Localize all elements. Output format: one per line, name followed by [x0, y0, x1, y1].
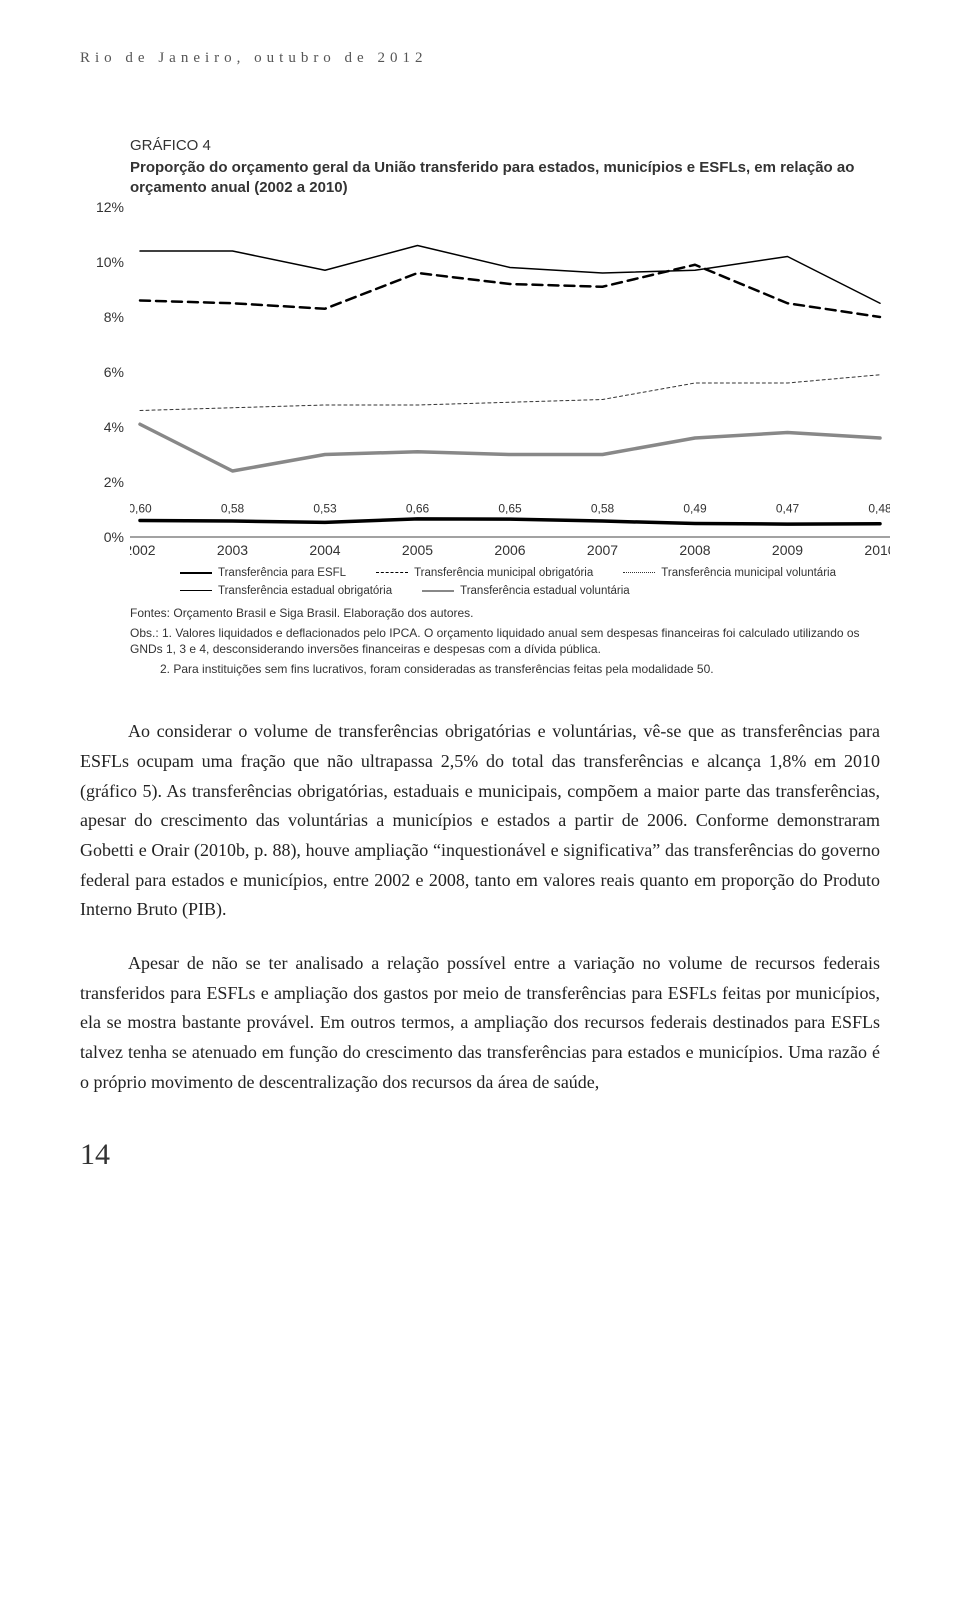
legend-item: Transferência para ESFL	[180, 567, 346, 579]
value-label: 0,60	[130, 501, 152, 515]
value-label: 0,53	[313, 501, 337, 515]
series-line	[140, 518, 880, 523]
x-tick-label: 2007	[587, 542, 618, 558]
legend-label: Transferência estadual obrigatória	[218, 585, 392, 597]
x-tick-label: 2005	[402, 542, 433, 558]
legend-swatch	[180, 572, 212, 574]
series-line	[140, 264, 880, 316]
legend-label: Transferência municipal obrigatória	[414, 567, 593, 579]
chart-container: GRÁFICO 4 Proporção do orçamento geral d…	[130, 137, 880, 597]
x-tick-label: 2006	[494, 542, 525, 558]
value-label: 0,47	[776, 501, 800, 515]
plot-wrap: 0%2%4%6%8%10%12% 0,600,580,530,660,650,5…	[130, 207, 880, 561]
chart-title: Proporção do orçamento geral da União tr…	[130, 158, 880, 199]
legend-label: Transferência estadual voluntária	[460, 585, 630, 597]
y-tick-label: 6%	[104, 364, 124, 380]
value-label: 0,65	[498, 501, 522, 515]
y-tick-label: 2%	[104, 474, 124, 490]
legend-item: Transferência estadual obrigatória	[180, 585, 392, 597]
header-date: Rio de Janeiro, outubro de 2012	[80, 50, 880, 67]
y-tick-label: 4%	[104, 419, 124, 435]
chart-legend: Transferência para ESFL Transferência mun…	[180, 567, 880, 597]
legend-item: Transferência municipal voluntária	[623, 567, 836, 579]
x-tick-label: 2002	[130, 542, 156, 558]
legend-item: Transferência estadual voluntária	[422, 585, 630, 597]
chart-footnotes: Fontes: Orçamento Brasil e Siga Brasil. …	[130, 605, 880, 678]
obs1-text: Obs.: 1. Valores liquidados e deflaciona…	[130, 625, 880, 657]
line-chart: 0,60 0,58 0,53 0,66 0,65 0,58 0,49 0,47 0,48 2002…	[130, 207, 890, 561]
x-tick-label: 2003	[217, 542, 248, 558]
legend-label: Transferência municipal voluntária	[661, 567, 836, 579]
x-tick-label: 2008	[679, 542, 710, 558]
legend-swatch	[180, 590, 212, 591]
page-number: 14	[80, 1138, 880, 1172]
y-axis-ticks: 0%2%4%6%8%10%12%	[88, 207, 128, 537]
x-tick-label: 2004	[309, 542, 340, 558]
value-label: 0,48	[868, 501, 890, 515]
legend-swatch	[376, 572, 408, 573]
obs2-text: 2. Para instituições sem fins lucrativos…	[160, 661, 880, 677]
value-label: 0,66	[406, 501, 430, 515]
value-label: 0,49	[683, 501, 707, 515]
sources-text: Fontes: Orçamento Brasil e Siga Brasil. …	[130, 605, 880, 621]
legend-item: Transferência municipal obrigatória	[376, 567, 593, 579]
y-tick-label: 12%	[96, 199, 124, 215]
legend-swatch	[422, 590, 454, 592]
legend-label: Transferência para ESFL	[218, 567, 346, 579]
series-line	[140, 374, 880, 410]
x-tick-label: 2010	[864, 542, 890, 558]
y-tick-label: 10%	[96, 254, 124, 270]
value-label: 0,58	[591, 501, 615, 515]
paragraph-2: Apesar de não se ter analisado a relação…	[80, 949, 880, 1097]
chart-label: GRÁFICO 4	[130, 137, 880, 154]
series-line	[140, 424, 880, 471]
legend-swatch	[623, 572, 655, 573]
paragraph-1: Ao considerar o volume de transferências…	[80, 717, 880, 925]
body-text: Ao considerar o volume de transferências…	[80, 717, 880, 1097]
x-tick-label: 2009	[772, 542, 803, 558]
y-tick-label: 0%	[104, 529, 124, 545]
value-label: 0,58	[221, 501, 245, 515]
y-tick-label: 8%	[104, 309, 124, 325]
